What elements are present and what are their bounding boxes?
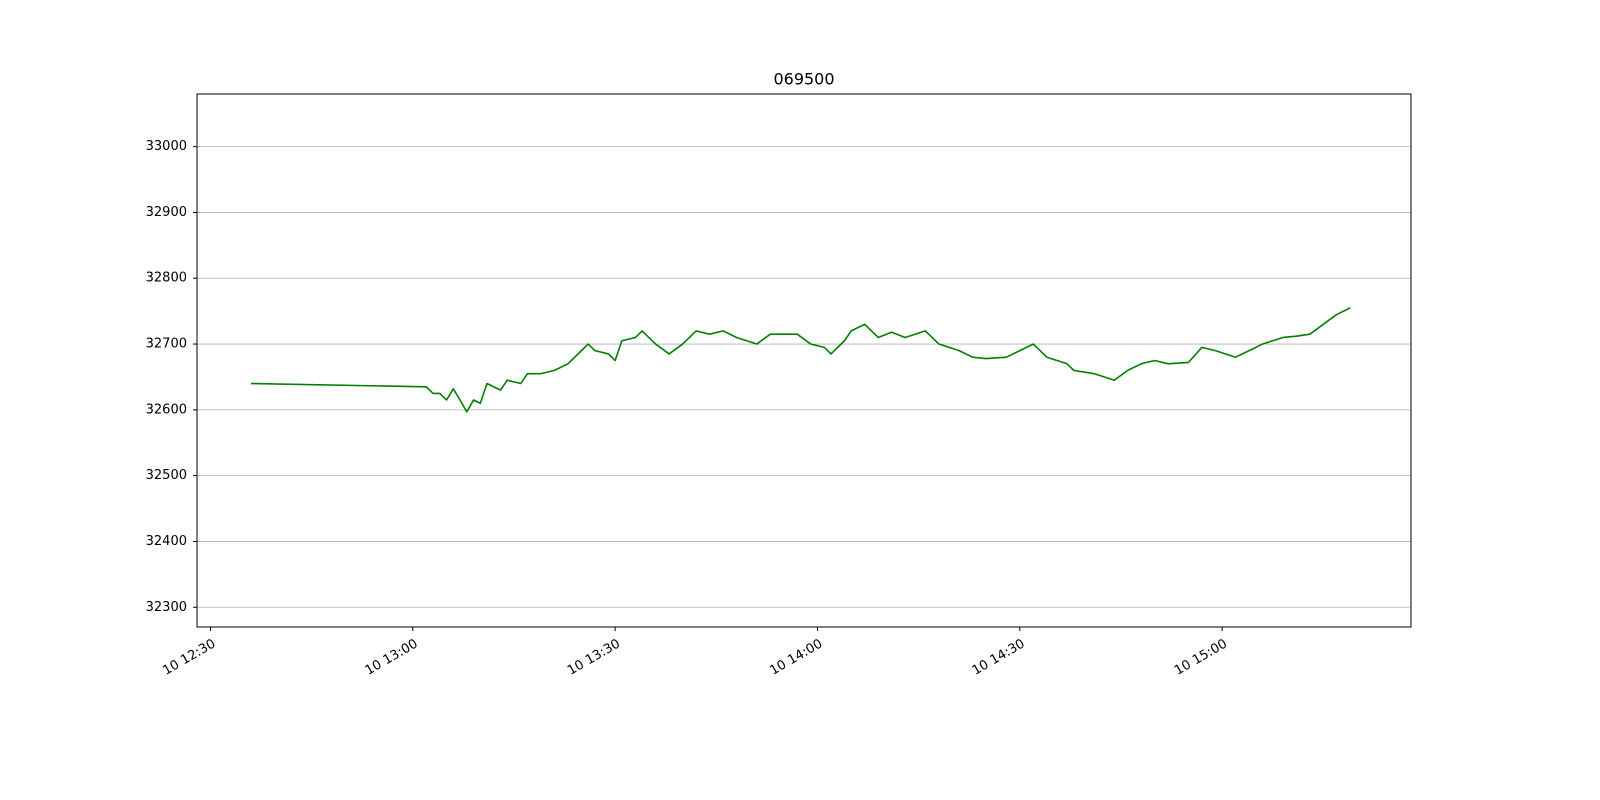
y-tick-label: 32500 [146,468,187,483]
x-tick-label: 10 12:30 [160,637,218,679]
x-tick-label: 10 14:30 [970,637,1028,679]
y-tick-label: 33000 [146,139,187,154]
plot-frame [196,93,1412,628]
x-tick-label: 10 13:30 [565,637,623,679]
y-tick-label: 32900 [146,205,187,220]
x-tick-label: 10 14:00 [767,637,825,679]
y-tick-label: 32400 [146,534,187,549]
y-tick-label: 32300 [146,600,187,615]
line [250,307,1351,413]
y-tick-label: 32700 [146,337,187,352]
x-tick-label: 10 15:00 [1172,637,1230,679]
x-tick-label: 10 13:00 [363,637,421,679]
y-tick-label: 32600 [146,402,187,417]
chart-title: 069500 [773,70,834,89]
y-tick-label: 32800 [146,271,187,286]
